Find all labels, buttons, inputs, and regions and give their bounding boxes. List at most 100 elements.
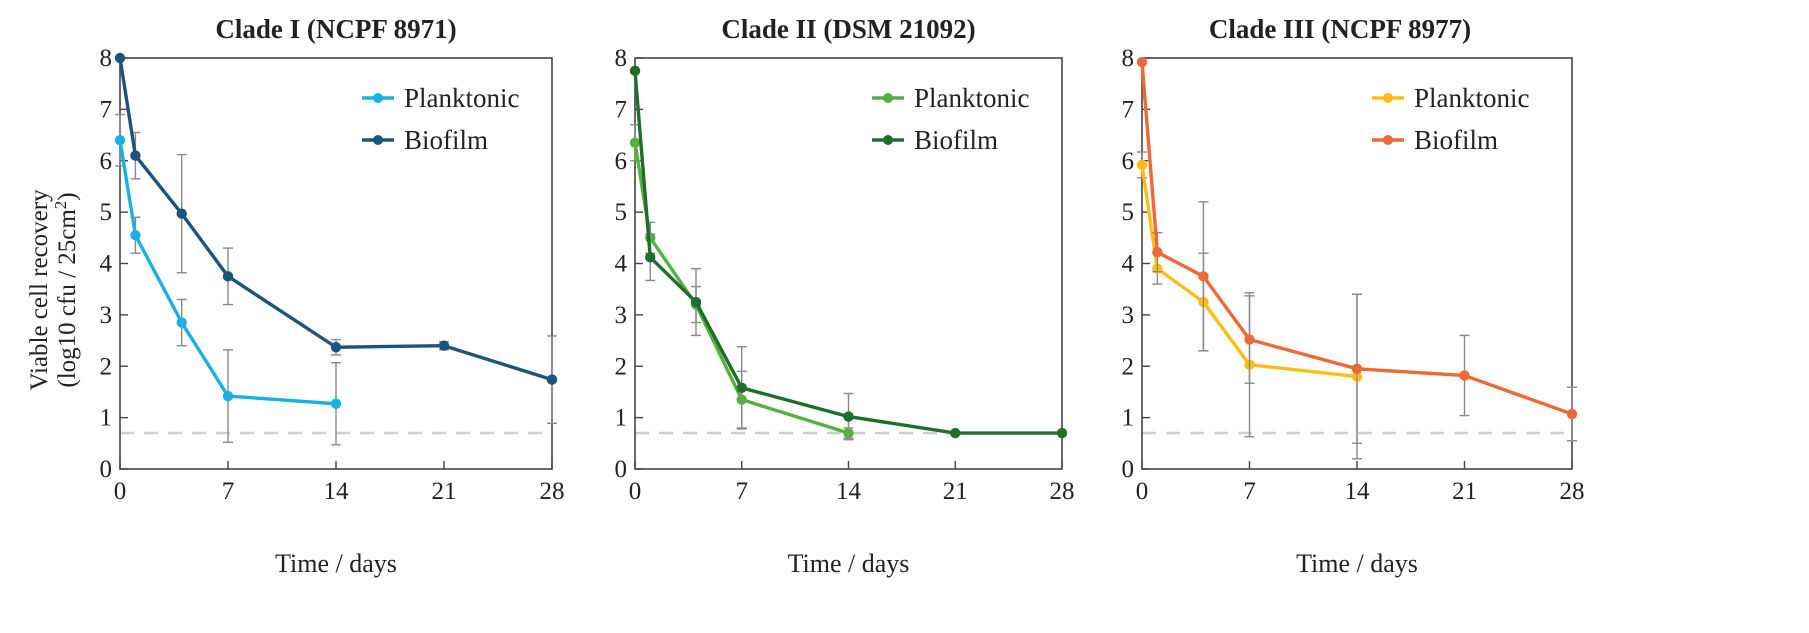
series-planktonic — [114, 113, 342, 446]
x-tick-label: 14 — [836, 478, 862, 505]
x-tick-label: 28 — [1050, 478, 1075, 505]
y-tick-label: 6 — [615, 148, 628, 175]
y-tick-label: 7 — [615, 96, 628, 123]
y-tick-label: 5 — [100, 199, 113, 226]
legend-label: Planktonic — [1414, 83, 1530, 113]
y-axis-label: Viable cell recovery (log10 cfu / 25cm2) — [26, 189, 81, 391]
data-point — [130, 230, 141, 241]
data-point — [950, 427, 961, 439]
data-point — [1566, 408, 1578, 420]
legend-label: Biofilm — [404, 125, 488, 155]
chart-panel-3: Clade III (NCPF 8977) 0 1 2 3 4 5 6 7 8 0 7 14 21 28 Ti… — [1122, 14, 1585, 578]
y-tick-label: 7 — [100, 96, 113, 123]
legend-marker — [373, 135, 383, 145]
chart-panel-2: Clade II (DSM 21092) 0 1 2 3 4 5 6 7 8 0 7 14 21 28 Tim… — [615, 14, 1075, 578]
x-tick-label: 21 — [1452, 478, 1477, 505]
legend-label: Biofilm — [914, 125, 998, 155]
legend: Planktonic Biofilm — [1372, 83, 1530, 155]
data-point — [629, 137, 641, 148]
data-point — [114, 135, 126, 146]
y-tick-label: 8 — [615, 45, 628, 72]
x-tick-label: 0 — [1136, 478, 1149, 505]
x-tick-label: 21 — [432, 478, 457, 505]
x-tick-label: 28 — [1560, 478, 1585, 505]
series-biofilm — [114, 52, 558, 424]
x-tick-label: 14 — [324, 478, 350, 505]
data-point — [1459, 370, 1470, 381]
data-point — [1136, 159, 1148, 171]
x-axis-label: Time / days — [788, 549, 910, 578]
chart-panel-1: Clade I (NCPF 8971) 0 1 2 3 4 5 6 7 8 0 7 14 21 28 Time… — [100, 14, 565, 578]
legend-marker — [373, 93, 383, 103]
y-tick-label: 6 — [1122, 148, 1135, 175]
data-point — [1136, 56, 1148, 68]
series-biofilm — [629, 65, 1068, 441]
y-tick-label: 7 — [1122, 96, 1135, 123]
y-tick-label: 1 — [1122, 405, 1135, 432]
x-tick-label: 0 — [114, 478, 127, 505]
y-tick-label: 0 — [100, 456, 113, 483]
x-tick-label: 28 — [540, 478, 565, 505]
chart-title: Clade II (DSM 21092) — [721, 14, 975, 44]
y-tick-label: 4 — [100, 251, 113, 278]
y-tick-label: 1 — [100, 405, 113, 432]
x-tick-label: 0 — [629, 478, 642, 505]
x-axis-label: Time / days — [1296, 549, 1418, 578]
chart-title: Clade III (NCPF 8977) — [1209, 14, 1471, 44]
data-point — [1198, 271, 1209, 282]
legend-label: Planktonic — [404, 83, 520, 113]
y-tick-label: 5 — [615, 199, 628, 226]
y-tick-label: 3 — [1122, 302, 1135, 329]
data-point — [1244, 334, 1255, 345]
series-biofilm — [1136, 56, 1578, 445]
y-tick-label: 8 — [100, 45, 113, 72]
y-tick-label: 6 — [100, 148, 113, 175]
y-tick-label: 2 — [615, 353, 628, 380]
legend-label: Planktonic — [914, 83, 1030, 113]
y-tick-label: 2 — [100, 353, 113, 380]
legend-marker — [883, 93, 893, 103]
data-point — [222, 271, 234, 282]
legend-marker — [1383, 93, 1393, 103]
x-tick-label: 7 — [1243, 478, 1256, 505]
y-tick-label: 5 — [1122, 199, 1135, 226]
y-tick-label: 4 — [615, 251, 628, 278]
legend-marker — [883, 135, 893, 145]
data-point — [438, 340, 450, 351]
y-axis-label-unit: (log10 cfu / 25cm — [54, 209, 81, 388]
data-point — [130, 150, 141, 161]
data-point — [330, 342, 342, 353]
data-point — [843, 411, 854, 422]
data-point — [546, 374, 558, 385]
x-tick-label: 7 — [736, 478, 749, 505]
data-point — [114, 52, 126, 64]
y-tick-label: 8 — [1122, 45, 1135, 72]
x-tick-label: 7 — [222, 478, 235, 505]
y-axis-label-close: ) — [54, 192, 81, 200]
data-point — [176, 317, 187, 328]
x-tick-label: 14 — [1345, 478, 1371, 505]
x-axis-label: Time / days — [275, 549, 397, 578]
legend: Planktonic Biofilm — [362, 83, 520, 155]
data-point — [1152, 246, 1163, 258]
data-point — [736, 382, 747, 394]
chart-title: Clade I (NCPF 8971) — [215, 14, 456, 44]
y-axis-label-line1: Viable cell recovery — [26, 189, 53, 391]
data-point — [629, 65, 641, 77]
data-point — [222, 390, 234, 402]
y-axis-label-superscript: 2 — [51, 201, 70, 210]
legend: Planktonic Biofilm — [872, 83, 1030, 155]
y-tick-label: 0 — [1122, 456, 1135, 483]
y-axis-label-line2: (log10 cfu / 25cm2) — [51, 192, 81, 387]
data-point — [690, 296, 702, 308]
data-point — [645, 252, 656, 263]
data-point — [330, 398, 342, 409]
data-point — [176, 208, 187, 219]
data-point — [1351, 363, 1363, 375]
y-tick-label: 3 — [100, 302, 113, 329]
y-tick-label: 2 — [1122, 353, 1135, 380]
y-tick-label: 1 — [615, 405, 628, 432]
legend-marker — [1383, 135, 1393, 145]
